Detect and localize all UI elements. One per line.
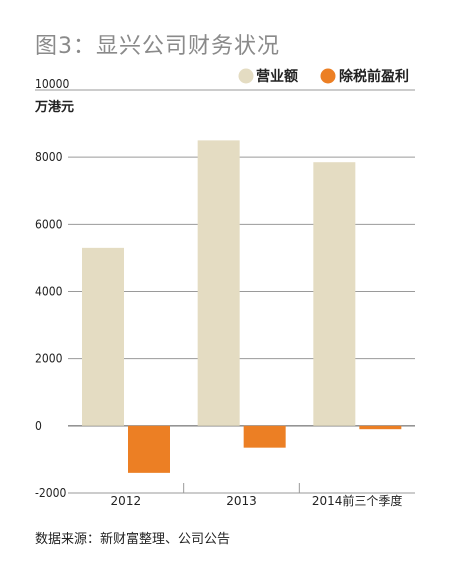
y-tick-label: 4000 — [35, 285, 63, 299]
bar-pretax-profit-2012 — [128, 425, 170, 473]
y-axis-unit: 万港元 — [34, 99, 74, 115]
bar-revenue-2012 — [82, 247, 124, 426]
bar-revenue-2013 — [197, 140, 240, 426]
x-tick-label: 2014前三个季度 — [312, 493, 403, 508]
bar-pretax-profit-2014前三个季度 — [359, 425, 402, 430]
bar-pretax-profit-2013 — [243, 425, 286, 448]
legend: 营业额 除税前盈利 — [238, 68, 409, 85]
y-tick-label: 10000 — [35, 77, 69, 91]
x-tick-label: 2013 — [226, 494, 257, 508]
y-tick-label: -2000 — [35, 486, 66, 500]
y-tick-label: 2000 — [35, 352, 63, 366]
legend-swatch-pretax-profit — [320, 68, 336, 84]
y-tick-label: 0 — [35, 419, 42, 433]
bar-revenue-2014前三个季度 — [313, 162, 356, 426]
legend-label-revenue: 营业额 — [256, 68, 298, 85]
y-tick-label: 6000 — [35, 217, 63, 231]
source-note: 数据来源：新财富整理、公司公告 — [35, 532, 231, 547]
x-tick-label: 2012 — [111, 494, 142, 508]
chart-title: 图3：显兴公司财务状况 — [35, 34, 280, 59]
bars — [82, 140, 402, 473]
legend-swatch-revenue — [238, 68, 254, 84]
y-axis-ticks: -2000 0 2000 4000 6000 8000 10000 — [35, 77, 69, 500]
y-tick-label: 8000 — [35, 150, 63, 164]
legend-label-pretax-profit: 除税前盈利 — [339, 68, 409, 85]
x-axis: 2012 2013 2014前三个季度 — [68, 483, 415, 508]
